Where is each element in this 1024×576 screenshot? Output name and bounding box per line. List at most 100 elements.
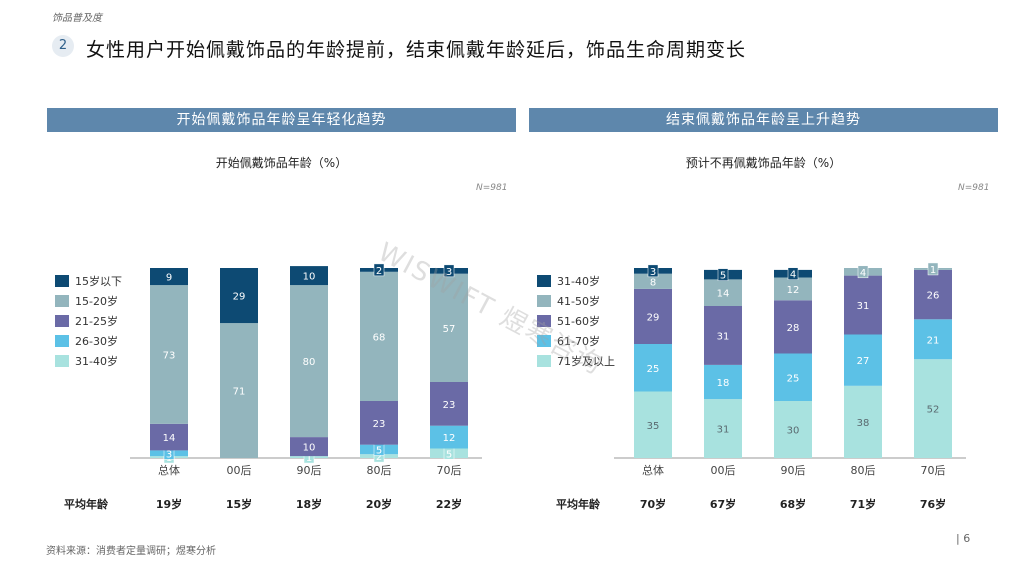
right-bar-segment xyxy=(704,279,742,306)
left-small-label-box xyxy=(373,263,385,277)
right-bar-segment xyxy=(704,306,742,365)
source-note: 资料来源：消费者定量调研；煜寒分析 xyxy=(46,546,216,557)
right-bar-value-label: 25 xyxy=(647,364,660,375)
left-bar-value-label: 2 xyxy=(376,452,382,463)
right-legend-swatch xyxy=(537,315,551,327)
left-bar-value-label: 12 xyxy=(443,433,456,444)
right-legend-label: 41-50岁 xyxy=(557,294,600,308)
right-bar-value-label: 31 xyxy=(857,301,870,312)
right-bar-segment xyxy=(704,364,742,400)
left-legend-label: 15-20岁 xyxy=(75,294,118,308)
right-category-label: 80后 xyxy=(851,464,876,477)
right-bar-value-label: 28 xyxy=(787,323,800,334)
left-bar-value-label: 23 xyxy=(373,419,386,430)
left-category-label: 70后 xyxy=(437,464,462,477)
right-bar-segment xyxy=(774,277,812,301)
right-bar-value-label: 52 xyxy=(927,405,940,416)
left-category-label: 总体 xyxy=(158,463,180,477)
number-badge: 2 xyxy=(52,35,74,57)
right-bar-segment xyxy=(634,288,672,344)
right-bar-segment xyxy=(844,385,882,458)
left-bar-segment xyxy=(150,423,188,451)
right-avg-age-value: 71岁 xyxy=(850,497,876,511)
right-small-label-box xyxy=(927,262,939,276)
right-bar-value-label: 4 xyxy=(860,268,866,279)
right-bar-segment xyxy=(914,319,952,360)
right-bar-value-label: 26 xyxy=(927,291,940,302)
right-legend-label: 51-60岁 xyxy=(557,314,600,328)
left-legend-swatch xyxy=(55,355,69,367)
left-bar-segment xyxy=(360,271,398,401)
left-avg-age-label: 平均年龄 xyxy=(64,497,109,511)
right-category-label: 90后 xyxy=(781,464,806,477)
right-category-label: 00后 xyxy=(711,464,736,477)
right-bar-value-label: 29 xyxy=(647,312,660,323)
right-bar-value-label: 5 xyxy=(720,271,726,282)
right-small-label-box xyxy=(857,265,869,279)
left-sample-size: N=981 xyxy=(476,183,508,193)
left-bar-value-label: 1 xyxy=(306,453,312,464)
right-legend-label: 61-70岁 xyxy=(557,334,600,348)
right-bar-value-label: 1 xyxy=(930,265,936,276)
left-bar-segment xyxy=(360,401,398,445)
left-bar-value-label: 57 xyxy=(443,324,456,335)
right-small-label-box xyxy=(647,264,659,278)
left-bar-segment xyxy=(430,273,468,382)
left-bar-value-label: 14 xyxy=(163,433,176,444)
left-bar-value-label: 23 xyxy=(443,400,456,411)
right-bar-value-label: 21 xyxy=(927,335,940,346)
left-bar-value-label: 5 xyxy=(376,445,382,456)
left-legend-label: 21-25岁 xyxy=(75,314,118,328)
right-legend-swatch xyxy=(537,335,551,347)
left-bar-value-label: 29 xyxy=(233,292,246,303)
right-bar-segment xyxy=(844,334,882,386)
left-bar-value-label: 73 xyxy=(163,350,176,361)
right-bar-value-label: 3 xyxy=(650,267,656,278)
right-small-label-box xyxy=(787,267,799,280)
section-label: 饰品普及度 xyxy=(52,13,102,24)
left-bar-segment xyxy=(150,285,188,424)
page-number: | 6 xyxy=(956,532,971,545)
left-bar-value-label: 68 xyxy=(373,332,386,343)
left-bar-segment xyxy=(150,268,188,286)
right-bar-value-label: 31 xyxy=(717,425,730,436)
right-legend-label: 31-40岁 xyxy=(557,274,600,288)
left-category-label: 80后 xyxy=(367,464,392,477)
right-category-label: 70后 xyxy=(921,464,946,477)
left-small-label-box xyxy=(443,264,455,278)
left-bar-value-label: 10 xyxy=(303,272,316,283)
right-bar-value-label: 4 xyxy=(790,270,796,281)
right-category-label: 总体 xyxy=(642,463,664,477)
right-bar-segment xyxy=(914,269,952,320)
right-sample-size: N=981 xyxy=(958,183,990,193)
left-legend-label: 31-40岁 xyxy=(75,354,118,368)
right-bar-segment xyxy=(844,275,882,335)
right-legend-swatch xyxy=(537,355,551,367)
left-bar-value-label: 3 xyxy=(166,449,172,460)
right-chart-title: 预计不再佩戴饰品年龄（%） xyxy=(685,156,842,170)
left-chart-title: 开始佩戴饰品年龄（%） xyxy=(215,156,348,170)
right-bar-value-label: 14 xyxy=(717,289,730,300)
right-bar-value-label: 8 xyxy=(650,277,656,288)
right-legend-swatch xyxy=(537,295,551,307)
right-legend-swatch xyxy=(537,275,551,287)
right-bar-segment xyxy=(914,359,952,458)
left-category-label: 00后 xyxy=(227,464,252,477)
left-bar-value-label: 80 xyxy=(303,357,316,368)
left-avg-age-value: 19岁 xyxy=(156,497,182,511)
left-bar-value-label: 3 xyxy=(446,267,452,278)
right-bar-value-label: 12 xyxy=(787,285,800,296)
left-avg-age-value: 22岁 xyxy=(436,497,462,511)
right-bar-segment xyxy=(634,391,672,458)
left-legend-swatch xyxy=(55,335,69,347)
right-bar-segment xyxy=(634,344,672,392)
left-bar-segment xyxy=(220,268,258,324)
right-bar-segment xyxy=(774,401,812,458)
right-bar-value-label: 38 xyxy=(857,418,870,429)
left-bar-segment xyxy=(290,285,328,438)
left-bar-segment xyxy=(290,437,328,457)
left-legend-swatch xyxy=(55,315,69,327)
left-avg-age-value: 15岁 xyxy=(226,497,252,511)
left-legend-swatch xyxy=(55,275,69,287)
